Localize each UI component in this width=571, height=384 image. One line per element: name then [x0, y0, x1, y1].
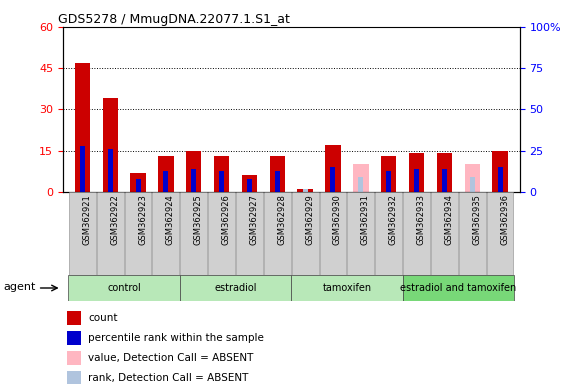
- Bar: [186, 151, 202, 192]
- Text: GSM362928: GSM362928: [278, 194, 286, 245]
- FancyBboxPatch shape: [459, 192, 485, 275]
- Text: GSM362927: GSM362927: [250, 194, 259, 245]
- Bar: [331, 167, 336, 192]
- Text: GSM362932: GSM362932: [389, 194, 397, 245]
- Bar: [191, 169, 196, 192]
- Text: GSM362934: GSM362934: [444, 194, 453, 245]
- Bar: [242, 175, 257, 192]
- FancyBboxPatch shape: [180, 192, 207, 275]
- FancyBboxPatch shape: [69, 275, 180, 301]
- Text: GSM362921: GSM362921: [82, 194, 91, 245]
- Bar: [135, 179, 140, 192]
- Text: percentile rank within the sample: percentile rank within the sample: [88, 333, 264, 343]
- Bar: [270, 156, 285, 192]
- FancyBboxPatch shape: [180, 275, 291, 301]
- Text: GSM362924: GSM362924: [166, 194, 175, 245]
- Bar: [325, 145, 341, 192]
- Text: GDS5278 / MmugDNA.22077.1.S1_at: GDS5278 / MmugDNA.22077.1.S1_at: [58, 13, 290, 26]
- Bar: [219, 170, 224, 192]
- Bar: [67, 311, 81, 325]
- Bar: [437, 154, 452, 192]
- FancyBboxPatch shape: [124, 192, 151, 275]
- Text: count: count: [88, 313, 118, 323]
- FancyBboxPatch shape: [208, 192, 235, 275]
- Bar: [67, 371, 81, 384]
- FancyBboxPatch shape: [236, 192, 263, 275]
- Text: GSM362936: GSM362936: [500, 194, 509, 245]
- Bar: [414, 169, 419, 192]
- FancyBboxPatch shape: [403, 192, 430, 275]
- FancyBboxPatch shape: [375, 192, 402, 275]
- Text: GSM362923: GSM362923: [138, 194, 147, 245]
- Bar: [158, 156, 174, 192]
- Bar: [353, 164, 368, 192]
- FancyBboxPatch shape: [292, 192, 319, 275]
- Text: GSM362931: GSM362931: [361, 194, 370, 245]
- Text: rank, Detection Call = ABSENT: rank, Detection Call = ABSENT: [88, 373, 248, 383]
- Bar: [381, 156, 396, 192]
- Bar: [163, 170, 168, 192]
- Bar: [80, 146, 85, 192]
- Bar: [67, 331, 81, 345]
- Bar: [470, 177, 475, 192]
- Text: estradiol and tamoxifen: estradiol and tamoxifen: [400, 283, 516, 293]
- FancyBboxPatch shape: [264, 192, 291, 275]
- Text: GSM362925: GSM362925: [194, 194, 203, 245]
- Text: GSM362922: GSM362922: [110, 194, 119, 245]
- FancyBboxPatch shape: [431, 192, 458, 275]
- FancyBboxPatch shape: [320, 192, 347, 275]
- Bar: [386, 170, 391, 192]
- FancyBboxPatch shape: [97, 192, 123, 275]
- Text: estradiol: estradiol: [214, 283, 257, 293]
- Text: GSM362935: GSM362935: [472, 194, 481, 245]
- Text: GSM362926: GSM362926: [222, 194, 231, 245]
- Bar: [67, 351, 81, 366]
- Bar: [75, 63, 90, 192]
- Bar: [247, 179, 252, 192]
- FancyBboxPatch shape: [69, 192, 96, 275]
- Text: control: control: [107, 283, 141, 293]
- Bar: [297, 189, 313, 192]
- Bar: [103, 98, 118, 192]
- Bar: [303, 189, 308, 192]
- Bar: [497, 167, 502, 192]
- Text: value, Detection Call = ABSENT: value, Detection Call = ABSENT: [88, 353, 254, 363]
- FancyBboxPatch shape: [291, 275, 403, 301]
- Bar: [465, 164, 480, 192]
- Bar: [130, 173, 146, 192]
- Text: GSM362929: GSM362929: [305, 194, 314, 245]
- FancyBboxPatch shape: [486, 192, 513, 275]
- Text: tamoxifen: tamoxifen: [323, 283, 372, 293]
- Bar: [214, 156, 229, 192]
- Bar: [442, 169, 447, 192]
- FancyBboxPatch shape: [152, 192, 179, 275]
- Text: GSM362930: GSM362930: [333, 194, 342, 245]
- FancyBboxPatch shape: [348, 192, 374, 275]
- Bar: [275, 170, 280, 192]
- Bar: [108, 149, 112, 192]
- Bar: [409, 154, 424, 192]
- Bar: [492, 151, 508, 192]
- Bar: [359, 177, 363, 192]
- Text: agent: agent: [3, 281, 35, 292]
- Text: GSM362933: GSM362933: [417, 194, 425, 245]
- FancyBboxPatch shape: [403, 275, 514, 301]
